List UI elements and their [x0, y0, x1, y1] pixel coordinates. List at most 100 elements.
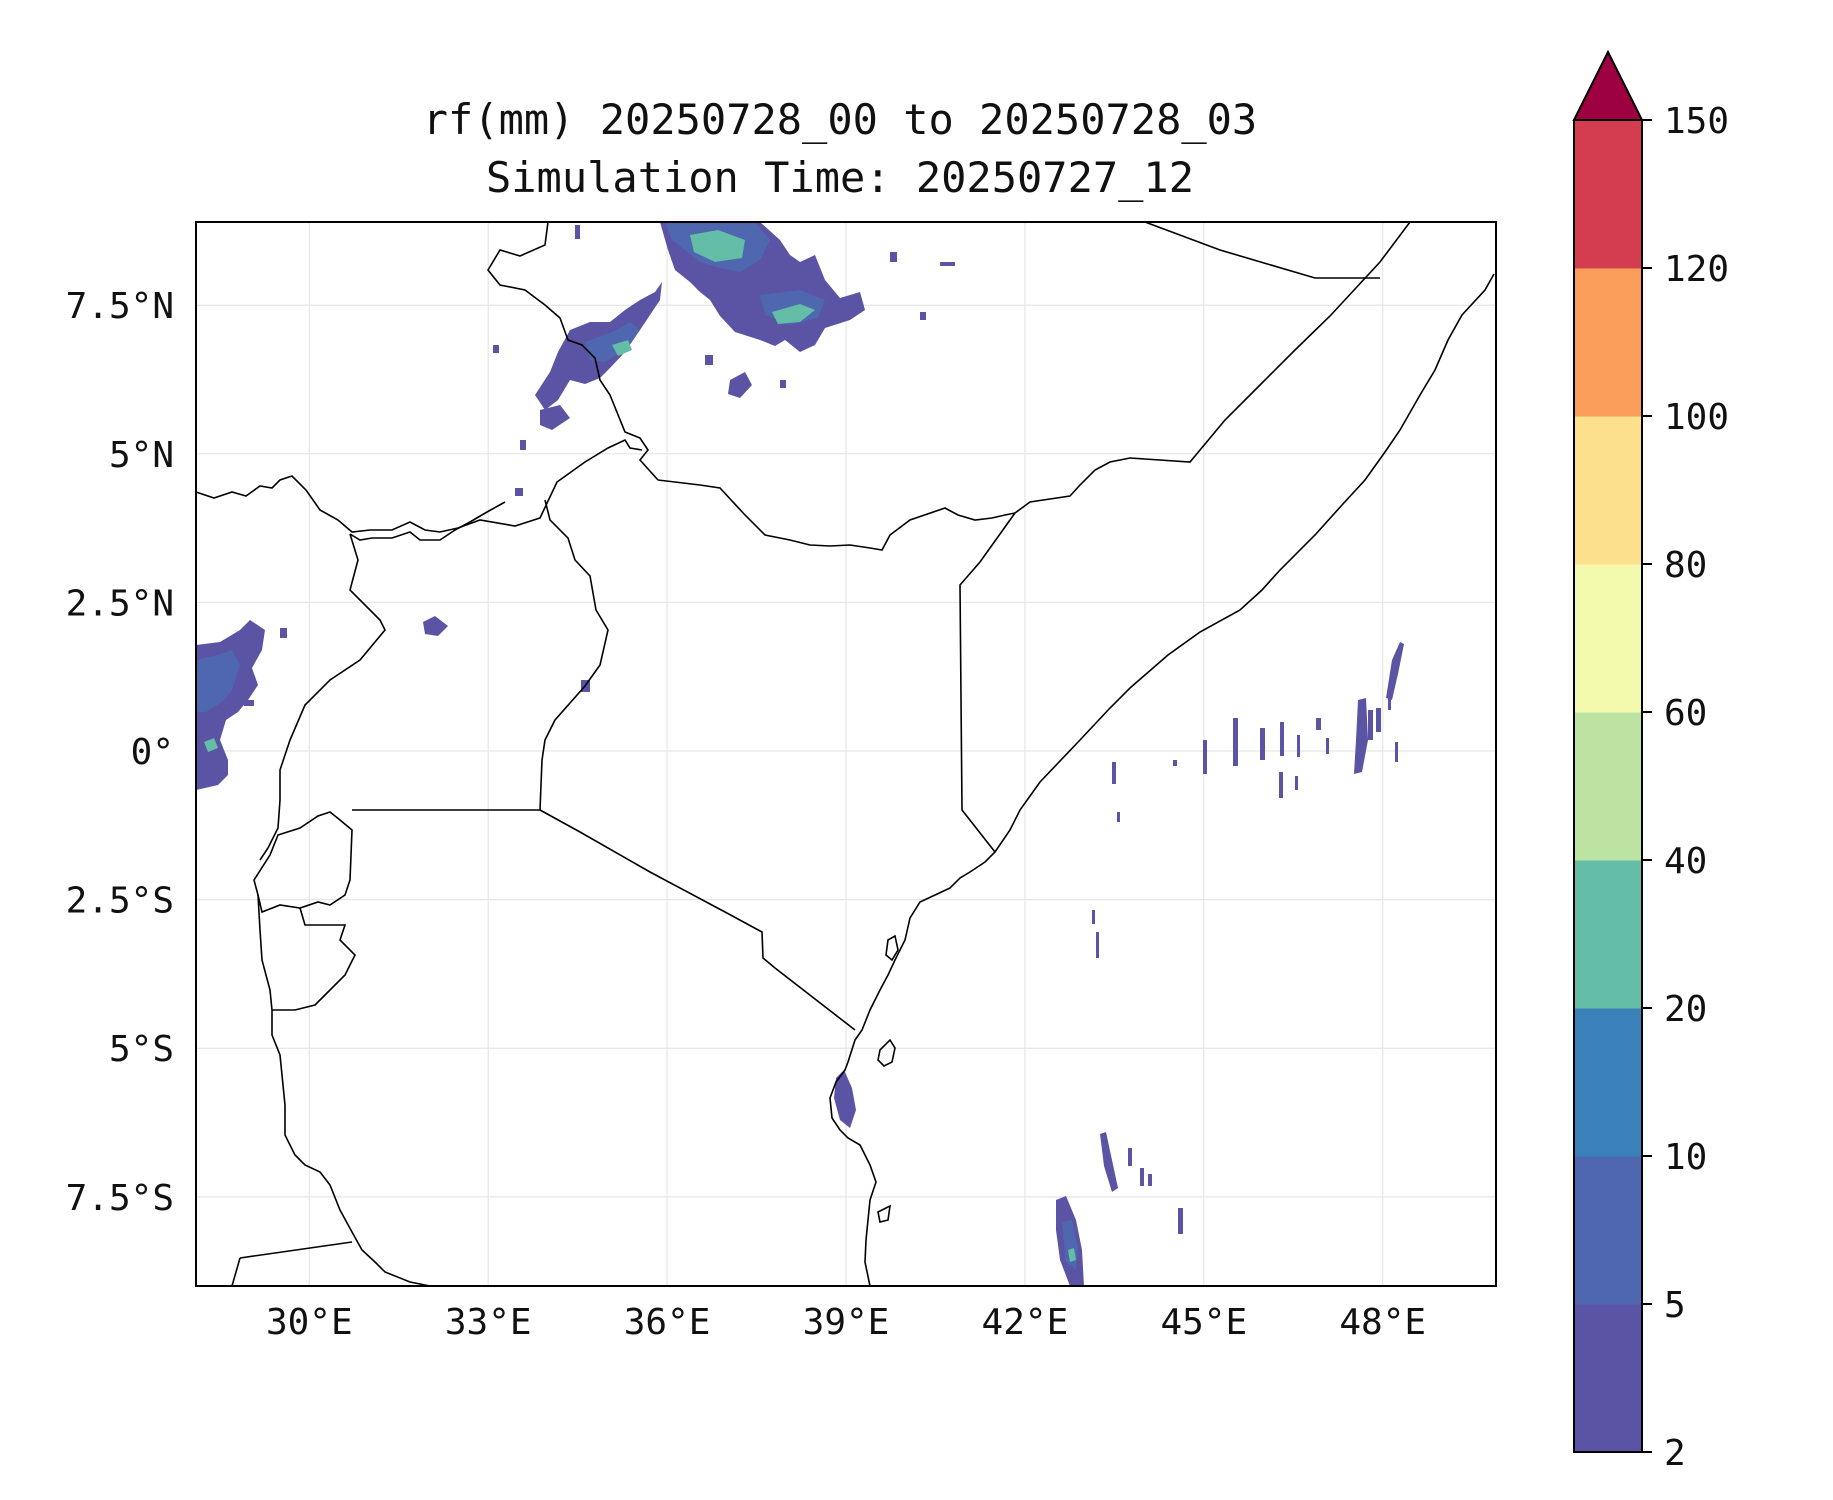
- colorbar-tick-label: 80: [1664, 545, 1707, 586]
- y-tick-label: 7.5°S: [66, 1178, 174, 1219]
- colorbar-segment: [1574, 416, 1642, 565]
- rain-speck: [890, 252, 897, 262]
- rain-streak: [1140, 1168, 1144, 1186]
- rain-cell-lake-turkana-north: [728, 372, 752, 398]
- colorbar-tick-label: 10: [1664, 1137, 1707, 1178]
- rain-streak: [1326, 738, 1329, 754]
- rain-streak: [1295, 776, 1298, 790]
- border-uganda-ssudan-kenya: [349, 501, 506, 541]
- y-axis: 7.5°N 5°N 2.5°N 0° 2.5°S 5°S 7.5°S: [66, 286, 174, 1219]
- rain-cell-ethiopia-core: [690, 230, 745, 262]
- rain-cell-sudan-west: [540, 405, 570, 430]
- rain-streak: [1395, 742, 1398, 762]
- y-tick-label: 0°: [131, 732, 174, 773]
- rain-speck: [520, 440, 526, 450]
- y-tick-label: 7.5°N: [66, 286, 174, 327]
- colorbar-segment: [1574, 712, 1642, 861]
- colorbar-segment: [1574, 860, 1642, 1009]
- coastline-east-africa: [829, 273, 1495, 1286]
- border-rwanda-burundi: [253, 811, 353, 914]
- rain-cell-drc-mid: [196, 650, 240, 712]
- colorbar-extend-arrow: [1572, 49, 1644, 121]
- rain-streak: [1096, 932, 1099, 958]
- rain-streak: [1117, 812, 1120, 822]
- rain-streak: [1386, 642, 1404, 700]
- x-tick-label: 33°E: [445, 1302, 532, 1343]
- colorbar: 2 5 10 20 40 60 80 100 120 150: [1572, 49, 1729, 1474]
- x-tick-label: 45°E: [1160, 1302, 1247, 1343]
- y-tick-label: 5°N: [109, 435, 174, 476]
- rain-cell-border-band-mid: [585, 322, 640, 362]
- rain-cell-ethiopia-east-core: [772, 304, 815, 324]
- colorbar-tick-label: 5: [1664, 1285, 1686, 1326]
- colorbar-tick-label: 20: [1664, 989, 1707, 1030]
- colorbar-outline: [1573, 119, 1643, 1453]
- coastline-pemba: [885, 934, 899, 962]
- x-tick-label: 48°E: [1339, 1302, 1426, 1343]
- border-kenya-somalia: [959, 512, 1016, 853]
- figure-title-line2: Simulation Time: 20250727_12: [486, 153, 1194, 202]
- rain-streak: [1260, 728, 1265, 760]
- coastline-zanzibar: [877, 1038, 896, 1067]
- x-tick-label: 42°E: [982, 1302, 1069, 1343]
- border-tanzania-kenya: [539, 809, 856, 1031]
- rain-streak: [1279, 772, 1283, 798]
- rain-speck: [1173, 760, 1177, 766]
- y-tick-label: 5°S: [109, 1029, 174, 1070]
- rain-streak: [1092, 910, 1095, 924]
- rain-speck: [705, 355, 713, 365]
- x-tick-label: 39°E: [803, 1302, 890, 1343]
- y-tick-label: 2.5°S: [66, 881, 174, 922]
- border-drc-uganda: [259, 533, 386, 861]
- x-axis: 30°E 33°E 36°E 39°E 42°E 45°E 48°E: [266, 1302, 1426, 1343]
- colorbar-tick-label: 60: [1664, 693, 1707, 734]
- rain-streak: [1388, 698, 1391, 710]
- rain-streak: [1178, 1208, 1183, 1234]
- border-uganda-kenya: [539, 499, 609, 811]
- map-frame: [195, 221, 1497, 1287]
- y-tick-label: 2.5°N: [66, 583, 174, 624]
- colorbar-segment: [1574, 1304, 1642, 1453]
- rain-streak: [1112, 762, 1116, 784]
- map-panel: 30°E 33°E 36°E 39°E 42°E 45°E 48°E 7.5°N 5°N 2.5…: [66, 221, 1497, 1343]
- rain-streak: [1297, 735, 1300, 757]
- rain-streak: [1148, 1174, 1152, 1186]
- colorbar-tick-label: 100: [1664, 397, 1729, 438]
- colorbar-segment: [1574, 120, 1642, 269]
- rain-streak: [1233, 718, 1238, 766]
- rain-cell-zanzibar-coast: [834, 1070, 856, 1128]
- gridlines: [196, 222, 1496, 1286]
- colorbar-tick-label: 2: [1664, 1433, 1686, 1474]
- x-tick-label: 36°E: [624, 1302, 711, 1343]
- border-ssudan-ethiopia: [487, 222, 659, 481]
- colorbar-segment: [1574, 268, 1642, 417]
- rain-streak: [1280, 722, 1284, 756]
- x-tick-label: 30°E: [266, 1302, 353, 1343]
- border-zambia-malawi: [239, 1241, 353, 1259]
- colorbar-tick-label: 120: [1664, 249, 1729, 290]
- rain-streak: [1203, 740, 1207, 774]
- rain-streak: [1376, 708, 1381, 732]
- border-burundi-tanzania: [272, 907, 356, 1011]
- rain-cell-south-ocean-core: [1068, 1248, 1076, 1262]
- rain-speck: [493, 345, 499, 353]
- colorbar-segment: [1574, 564, 1642, 713]
- rain-streak: [1128, 1148, 1132, 1166]
- rain-cell-border-band-core: [612, 340, 632, 356]
- coastline-mafia: [877, 1204, 892, 1223]
- rainfall-fields: [196, 222, 1404, 1286]
- colorbar-segment: [1574, 1156, 1642, 1305]
- rain-streak: [1368, 710, 1373, 740]
- figure-title-line1: rf(mm) 20250728_00 to 20250728_03: [423, 95, 1257, 144]
- rain-cell-uganda: [423, 616, 448, 636]
- rain-speck: [780, 380, 786, 388]
- border-somaliland: [1144, 222, 1380, 279]
- border-ethiopia-somalia: [1014, 222, 1411, 514]
- rain-streak: [1316, 718, 1321, 730]
- rain-cell-drc-core: [204, 738, 218, 752]
- rain-speck: [244, 700, 254, 706]
- border-ethiopia-kenya: [657, 479, 1016, 551]
- border-sudan-ssudan: [196, 438, 643, 533]
- colorbar-tick-label: 40: [1664, 841, 1707, 882]
